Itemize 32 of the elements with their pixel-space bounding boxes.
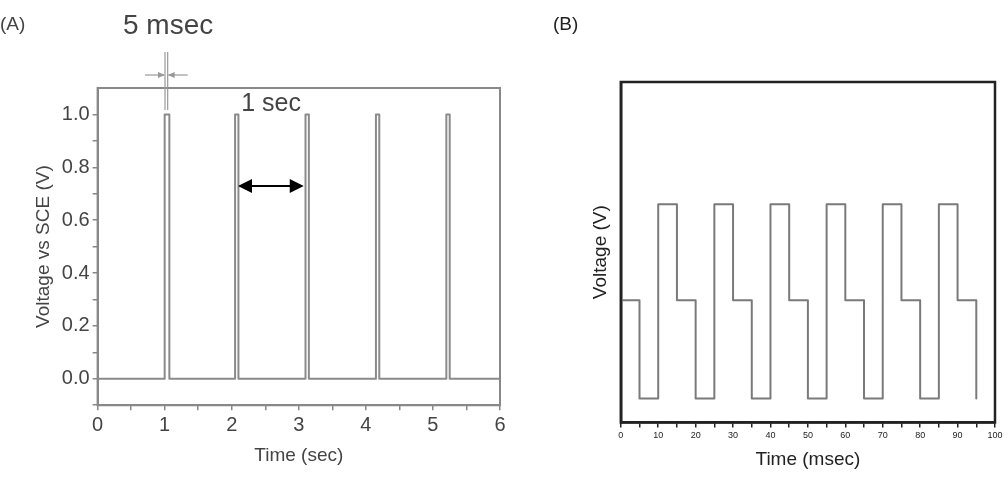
x-tick-label: 60 <box>840 430 851 441</box>
x-tick-label: 30 <box>728 430 739 441</box>
text: 5 msec <box>123 9 214 40</box>
x-tick-label: 100 <box>987 430 1003 441</box>
y-tick-label: 0.0 <box>61 366 90 389</box>
y-tick-label: 0.4 <box>61 260 90 283</box>
x-tick-label: 70 <box>877 430 888 441</box>
y-tick-label: 0.2 <box>61 313 90 336</box>
x-tick-label: 6 <box>494 412 506 435</box>
x-tick-label: 10 <box>653 430 664 441</box>
y-axis-title: Voltage vs SCE (V) <box>31 165 53 328</box>
x-tick-label: 80 <box>915 430 926 441</box>
text: (A) <box>0 13 26 34</box>
x-tick-label: 2 <box>226 412 238 435</box>
x-tick-label: 4 <box>360 412 372 435</box>
x-tick-label: 1 <box>159 412 171 435</box>
x-axis-title: Time (sec) <box>254 443 344 465</box>
y-tick-label: 0.8 <box>61 154 90 177</box>
y-tick-label: 0.6 <box>61 207 90 230</box>
x-tick-label: 5 <box>427 412 439 435</box>
x-axis-title: Time (msec) <box>755 447 861 469</box>
x-tick-label: 50 <box>802 430 813 441</box>
text: (B) <box>553 13 579 34</box>
x-tick-label: 90 <box>952 430 963 441</box>
y-axis-title: Voltage (V) <box>588 205 610 300</box>
x-tick-label: 40 <box>765 430 776 441</box>
x-tick-label: 20 <box>690 430 701 441</box>
x-tick-label: 3 <box>293 412 305 435</box>
x-tick-label: 0 <box>618 430 624 441</box>
y-tick-label: 1.0 <box>61 101 90 124</box>
x-tick-label: 0 <box>92 412 104 435</box>
annotation: 1 sec <box>241 88 301 116</box>
